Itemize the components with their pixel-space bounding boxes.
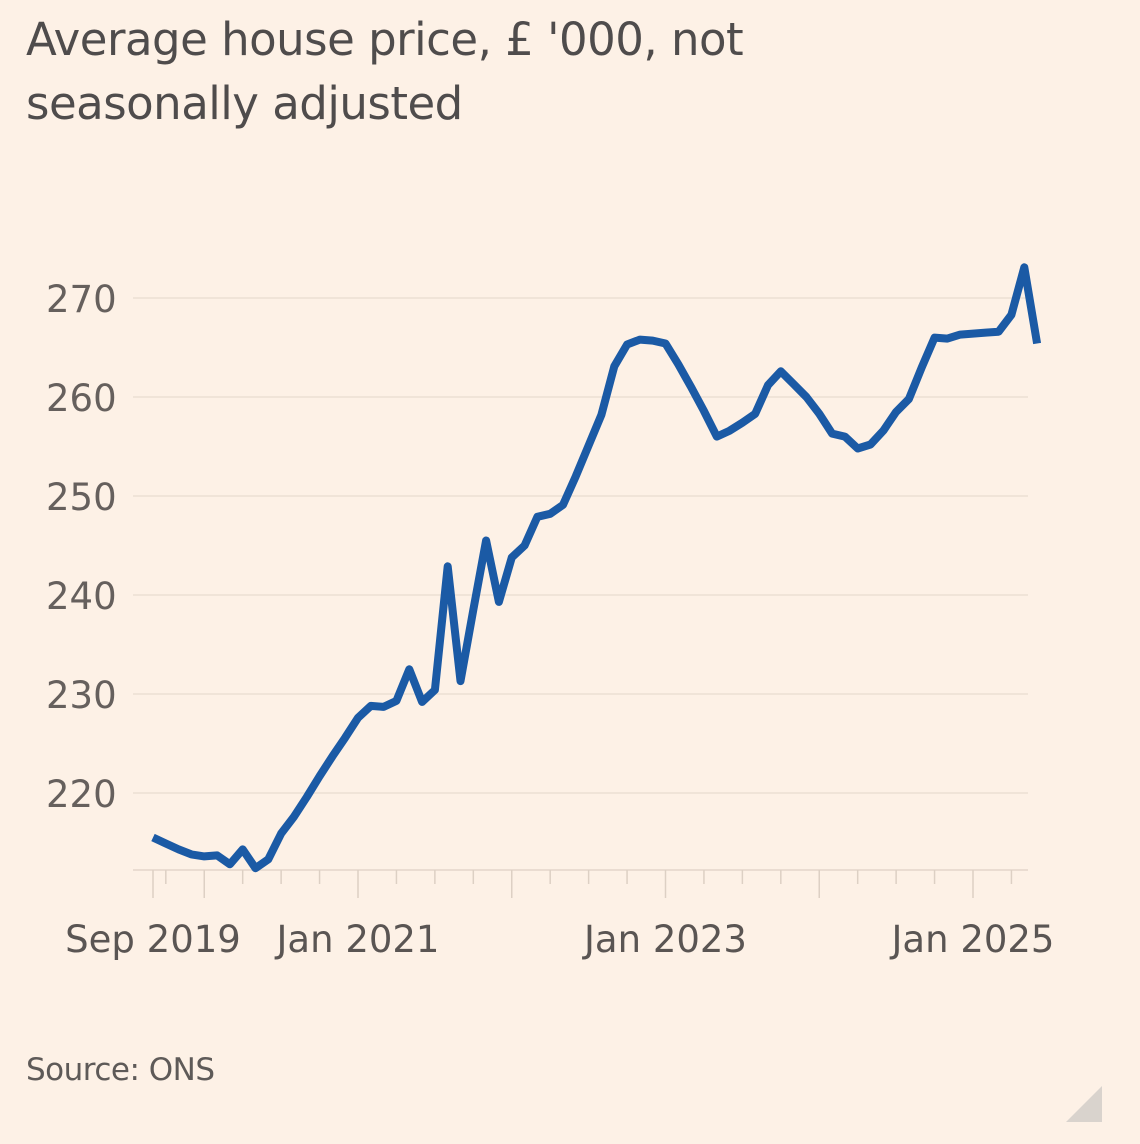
x-tick-label: Jan 2023 bbox=[582, 918, 747, 961]
x-axis bbox=[133, 869, 1028, 898]
series-line bbox=[151, 263, 1042, 873]
x-axis-tick-labels: Sep 2019 Jan 2021 Jan 2023 Jan 2025 bbox=[65, 918, 1054, 961]
y-tick-label: 270 bbox=[46, 278, 117, 321]
x-tick-label: Jan 2021 bbox=[275, 918, 440, 961]
y-tick-label: 220 bbox=[46, 773, 117, 816]
y-tick-label: 240 bbox=[46, 575, 117, 618]
y-tick-label: 260 bbox=[46, 377, 117, 420]
gridlines bbox=[133, 297, 1028, 794]
y-axis-tick-labels: 220 230 240 250 260 270 bbox=[46, 278, 117, 816]
resize-corner-icon bbox=[1066, 1086, 1102, 1122]
x-tick-label: Sep 2019 bbox=[65, 918, 241, 961]
y-tick-label: 250 bbox=[46, 476, 117, 519]
source-note: Source: ONS bbox=[26, 1052, 215, 1088]
x-tick-label: Jan 2025 bbox=[890, 918, 1055, 961]
chart-title: Average house price, £ '000, not seasona… bbox=[26, 13, 744, 130]
y-tick-label: 230 bbox=[46, 674, 117, 717]
series-lines bbox=[151, 263, 1042, 873]
